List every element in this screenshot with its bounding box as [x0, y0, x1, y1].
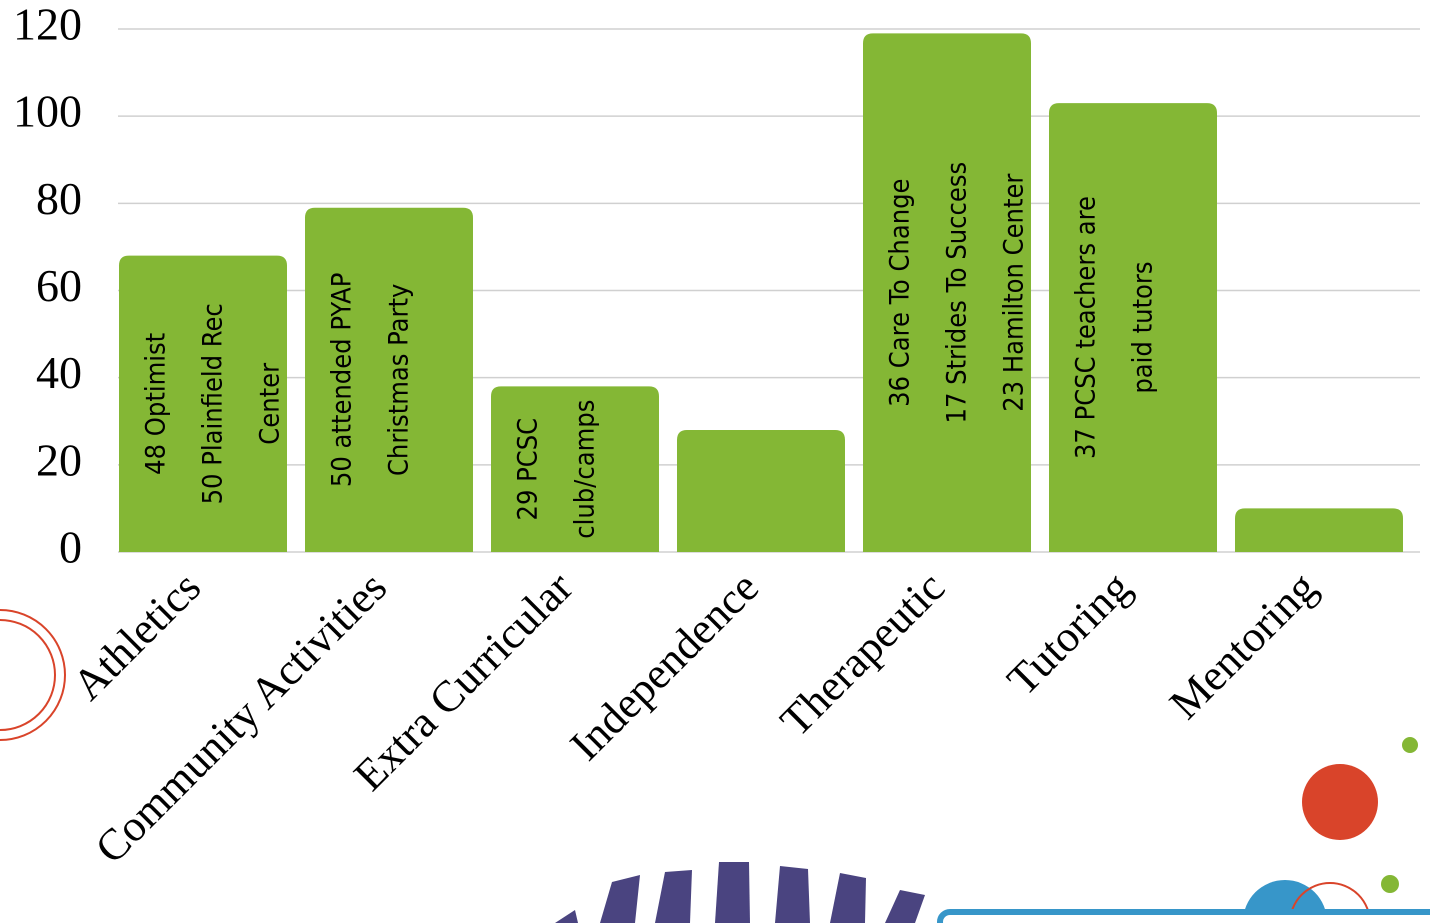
- bar-annotation: Center: [255, 363, 286, 445]
- y-tick-label: 100: [13, 86, 82, 137]
- bar: [863, 33, 1031, 552]
- bar-annotation: paid tutors: [1128, 261, 1159, 393]
- y-tick-label: 20: [36, 434, 82, 485]
- x-tick-label: Independence: [561, 562, 768, 769]
- bar: [305, 207, 473, 553]
- bar-annotation: 50 attended PYAP: [327, 273, 358, 487]
- y-tick-label: 0: [59, 522, 82, 573]
- bar-annotation: 23 Hamilton Center: [999, 174, 1030, 412]
- bar: [1235, 508, 1403, 552]
- bar-annotation: Christmas Party: [384, 284, 415, 476]
- bar: [1049, 103, 1217, 552]
- x-tick-label: Tutoring: [998, 562, 1140, 704]
- x-tick-label: Therapeutic: [771, 562, 954, 745]
- y-tick-label: 40: [36, 347, 82, 398]
- bar-annotation: 17 Strides To Success: [942, 162, 973, 424]
- y-tick-label: 120: [13, 0, 82, 50]
- bar-annotation: club/camps: [570, 400, 601, 539]
- bar: [119, 255, 287, 552]
- y-tick-label: 80: [36, 173, 82, 224]
- bar-annotation: 48 Optimist: [141, 333, 172, 475]
- bar-annotation: 50 Plainfield Rec: [198, 303, 229, 504]
- bar-annotation: 29 PCSC: [513, 418, 544, 521]
- x-tick-label: Athletics: [63, 562, 210, 709]
- x-tick-label: Mentoring: [1160, 562, 1326, 728]
- decoration: [0, 609, 1430, 923]
- bar: [677, 429, 845, 552]
- bar: [491, 386, 659, 552]
- bar-annotation: 37 PCSC teachers are: [1071, 196, 1102, 459]
- y-tick-label: 60: [36, 260, 82, 311]
- bar-annotation: 36 Care To Change: [885, 178, 916, 406]
